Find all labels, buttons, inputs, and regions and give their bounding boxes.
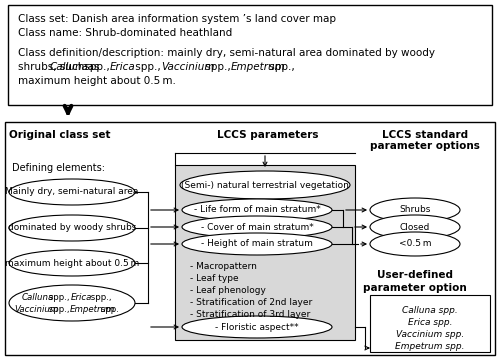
Ellipse shape xyxy=(370,232,460,256)
Bar xyxy=(370,295,490,352)
Text: - Macropattern: - Macropattern xyxy=(190,262,257,271)
Ellipse shape xyxy=(370,198,460,222)
Text: Erica spp.: Erica spp. xyxy=(408,318,452,327)
Text: Erica: Erica xyxy=(71,292,92,302)
Text: (Semi-) natural terrestrial vegetation: (Semi-) natural terrestrial vegetation xyxy=(181,180,349,189)
Text: Vaccinium spp.: Vaccinium spp. xyxy=(396,330,464,339)
Ellipse shape xyxy=(182,316,332,338)
Text: shrubs, such as: shrubs, such as xyxy=(18,62,103,72)
Text: maximum height about 0.5 m: maximum height about 0.5 m xyxy=(5,258,139,267)
Text: spp.,: spp., xyxy=(202,62,234,72)
Text: Closed: Closed xyxy=(400,222,430,231)
Text: - Leaf type: - Leaf type xyxy=(190,274,238,283)
Text: LCCS parameters: LCCS parameters xyxy=(217,130,319,140)
Text: parameter option: parameter option xyxy=(363,283,467,293)
Text: dominated by woody shrubs: dominated by woody shrubs xyxy=(8,224,136,233)
Text: Shrubs: Shrubs xyxy=(400,206,430,215)
Text: Defining elements:: Defining elements: xyxy=(12,163,105,173)
Text: User-defined: User-defined xyxy=(377,270,453,280)
Text: Class definition/description: mainly dry, semi-natural area dominated by woody: Class definition/description: mainly dry… xyxy=(18,48,435,58)
Text: spp.: spp. xyxy=(98,305,119,314)
Ellipse shape xyxy=(9,285,135,321)
Text: Empetrum spp.: Empetrum spp. xyxy=(395,342,465,351)
Text: Class name: Shrub-dominated heathland: Class name: Shrub-dominated heathland xyxy=(18,28,232,38)
Ellipse shape xyxy=(182,199,332,221)
Bar xyxy=(8,5,492,105)
Text: spp.,: spp., xyxy=(81,62,113,72)
Text: - Leaf phenology: - Leaf phenology xyxy=(190,286,266,295)
Text: Vaccinium: Vaccinium xyxy=(14,305,58,314)
Text: Calluna: Calluna xyxy=(22,292,54,302)
Text: - Height of main stratum: - Height of main stratum xyxy=(201,239,313,248)
Text: Original class set: Original class set xyxy=(9,130,111,140)
Text: - Floristic aspect**: - Floristic aspect** xyxy=(215,323,299,332)
Text: Class set: Danish area information system ’s land cover map: Class set: Danish area information syste… xyxy=(18,14,336,24)
Text: spp.,: spp., xyxy=(132,62,164,72)
Text: - Stratification of 3rd layer: - Stratification of 3rd layer xyxy=(190,310,310,319)
Text: spp.,: spp., xyxy=(266,62,295,72)
Text: Vaccinium: Vaccinium xyxy=(162,62,215,72)
Text: spp.,: spp., xyxy=(46,292,73,302)
Text: <0.5 m: <0.5 m xyxy=(399,239,431,248)
Text: - Stratification of 2nd layer: - Stratification of 2nd layer xyxy=(190,298,312,307)
Text: Calluna: Calluna xyxy=(50,62,89,72)
Text: Mainly dry, semi-natural area: Mainly dry, semi-natural area xyxy=(6,188,138,197)
Text: spp.,: spp., xyxy=(88,292,112,302)
Ellipse shape xyxy=(9,215,135,241)
Text: - Cover of main stratum*: - Cover of main stratum* xyxy=(200,222,314,231)
Text: spp.,: spp., xyxy=(46,305,72,314)
Text: Empetrum: Empetrum xyxy=(230,62,285,72)
Ellipse shape xyxy=(182,216,332,238)
Text: parameter options: parameter options xyxy=(370,141,480,151)
Text: Erica: Erica xyxy=(110,62,136,72)
Bar xyxy=(5,122,495,355)
Text: - Life form of main stratum*: - Life form of main stratum* xyxy=(194,206,320,215)
Ellipse shape xyxy=(180,171,350,199)
Text: Calluna spp.: Calluna spp. xyxy=(402,306,458,315)
Text: LCCS standard: LCCS standard xyxy=(382,130,468,140)
Ellipse shape xyxy=(182,233,332,255)
Bar xyxy=(175,165,355,340)
Text: maximum height about 0.5 m.: maximum height about 0.5 m. xyxy=(18,76,176,86)
Text: Empetrum: Empetrum xyxy=(70,305,116,314)
Ellipse shape xyxy=(9,179,135,205)
Ellipse shape xyxy=(9,250,135,276)
Ellipse shape xyxy=(370,215,460,239)
